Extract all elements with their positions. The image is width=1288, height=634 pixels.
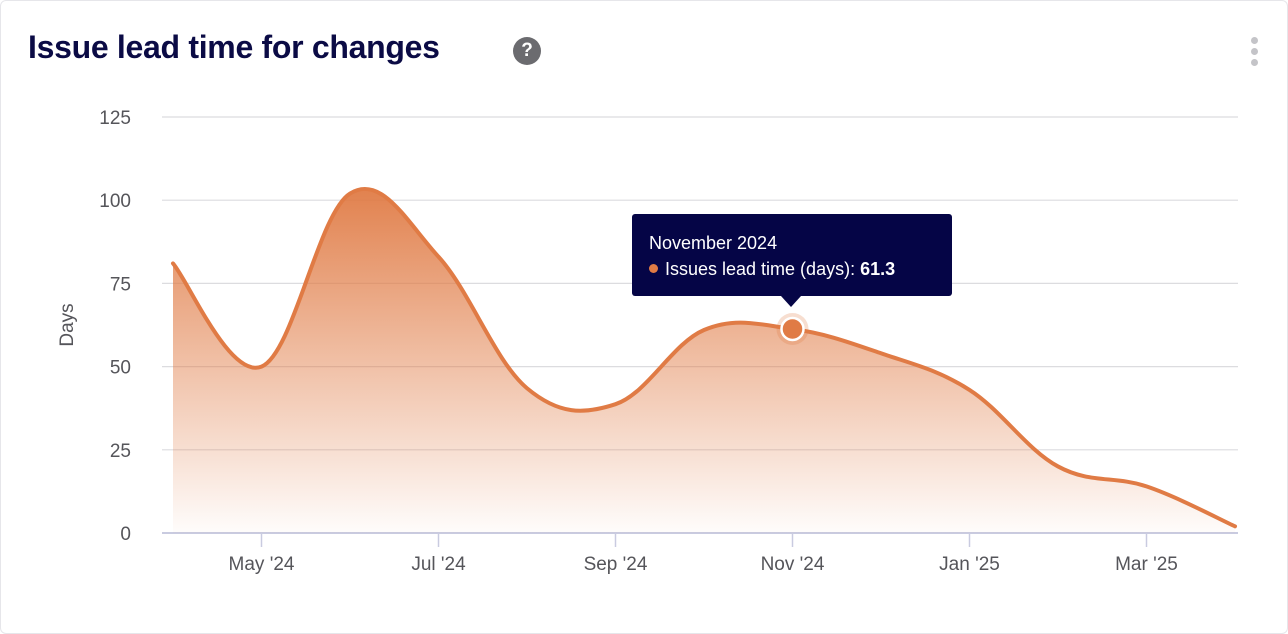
tooltip: November 2024 Issues lead time (days): 6… xyxy=(632,214,952,307)
area-fill xyxy=(173,188,1235,533)
series-dot-icon xyxy=(649,264,658,273)
x-tick-label: Jan '25 xyxy=(939,554,1000,575)
y-tick-label: 75 xyxy=(110,274,131,295)
x-tick-label: May '24 xyxy=(229,554,295,575)
y-axis-label: Days xyxy=(57,303,78,346)
tooltip-arrow xyxy=(781,296,801,307)
series-line xyxy=(171,186,1237,529)
y-tick-label: 50 xyxy=(110,358,131,379)
question-circle-icon[interactable]: ? xyxy=(513,37,541,65)
x-tick-label: Nov '24 xyxy=(761,554,825,575)
data-point-highlighted xyxy=(780,316,805,342)
x-tick-label: Mar '25 xyxy=(1115,554,1178,575)
x-tick-label: Sep '24 xyxy=(584,554,648,575)
tooltip-value: 61.3 xyxy=(860,259,896,279)
x-tick-label: Jul '24 xyxy=(411,554,466,575)
y-tick-label: 25 xyxy=(110,441,131,462)
y-tick-label: 0 xyxy=(120,524,131,545)
tooltip-title: November 2024 xyxy=(649,233,778,253)
y-tick-label: 100 xyxy=(99,191,131,212)
tooltip-series-label: Issues lead time (days): xyxy=(665,259,856,279)
kebab-vertical-icon[interactable] xyxy=(1248,37,1260,67)
y-tick-label: 125 xyxy=(99,108,131,129)
tooltip-row: Issues lead time (days): 61.3 xyxy=(649,259,895,280)
chart-title: Issue lead time for changes xyxy=(28,29,440,65)
